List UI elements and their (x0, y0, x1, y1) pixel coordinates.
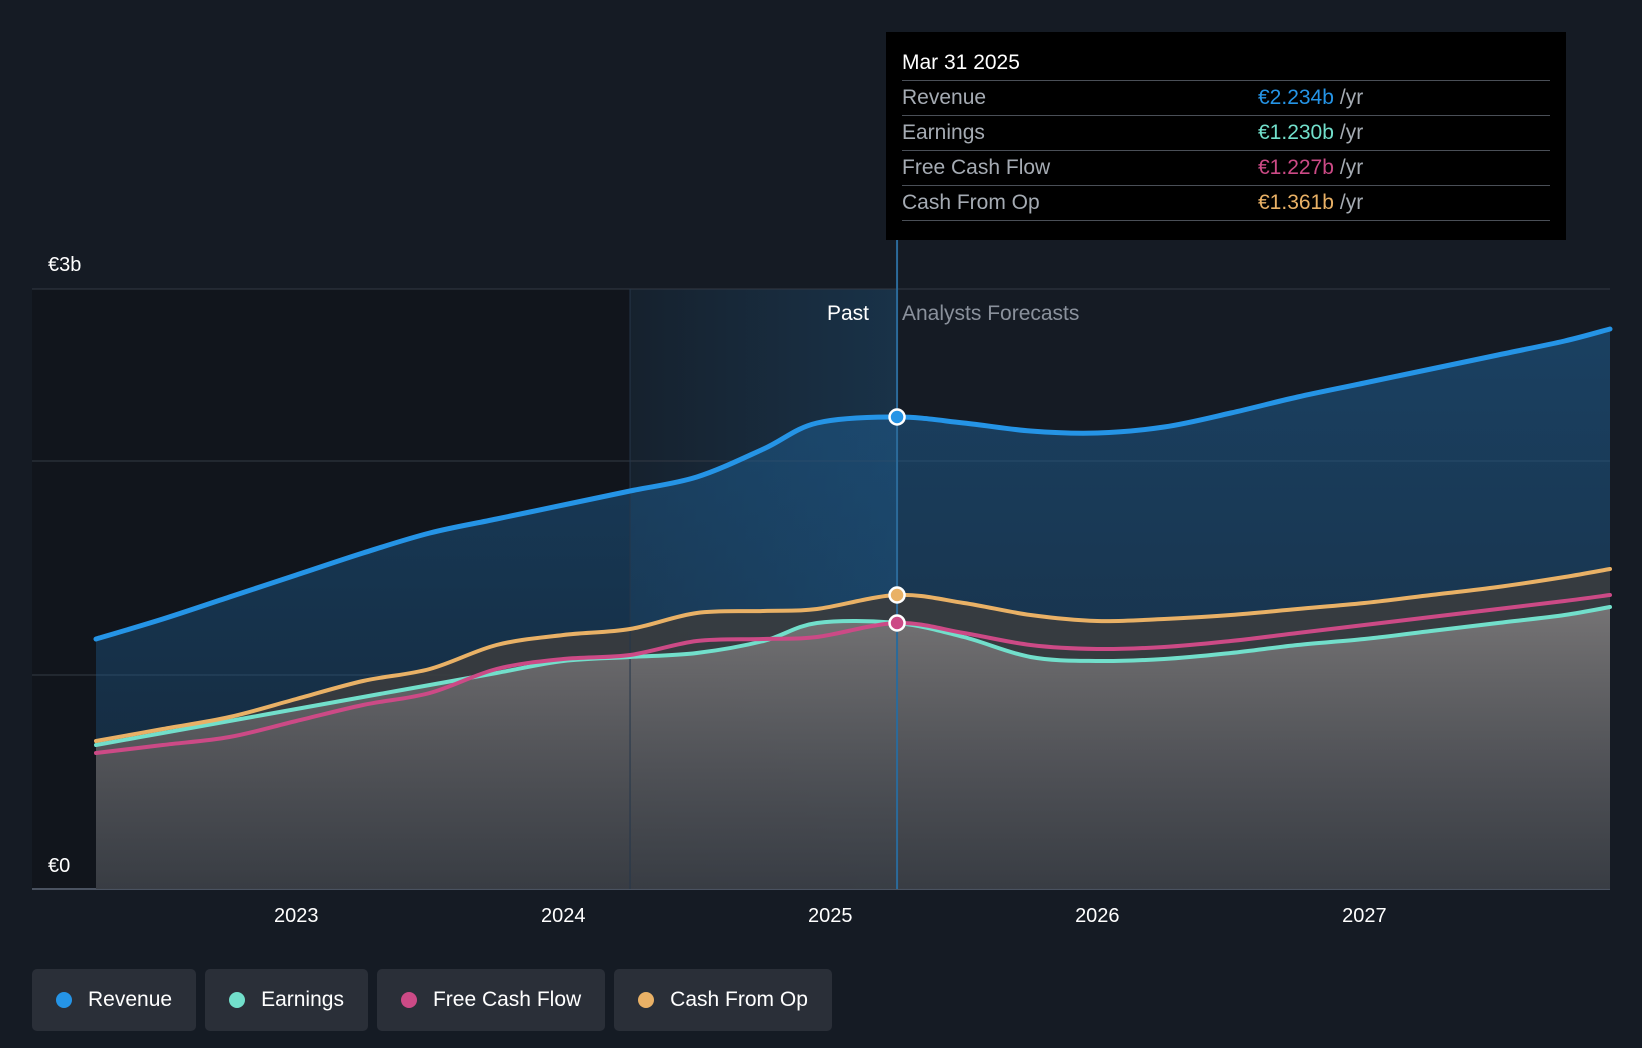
revenue-marker[interactable] (888, 408, 906, 426)
y-axis-label-bottom: €0 (48, 855, 70, 877)
tooltip-value: €1.230b (1258, 121, 1334, 144)
forecast-label: Analysts Forecasts (902, 302, 1079, 325)
x-tick-label: 2024 (541, 905, 586, 927)
x-tick-label: 2027 (1342, 905, 1387, 927)
series-lines (93, 326, 1613, 755)
tooltip-label: Revenue (902, 86, 987, 109)
earnings-line (94, 605, 1612, 747)
y-axis-label-top: €3b (48, 254, 81, 276)
tooltip-value: €2.234b (1258, 86, 1334, 109)
x-tick-label: 2023 (274, 905, 319, 927)
tooltip-unit: /yr (1339, 156, 1364, 179)
past-label: Past (827, 302, 869, 325)
free-cash-flow-line (94, 593, 1612, 755)
tooltip-unit: /yr (1339, 121, 1364, 144)
cash-from-op-line (94, 567, 1612, 743)
x-tick-label: 2026 (1075, 905, 1120, 927)
legend-item-cash-from-op[interactable]: Cash From Op (614, 969, 832, 1031)
cash-from-op-dot-icon (638, 992, 655, 1008)
legend-label: Revenue (88, 988, 173, 1011)
free-cash-flow-marker[interactable] (888, 614, 906, 632)
tooltip-row-revenue: Revenue €2.234b /yr (902, 81, 1550, 116)
earnings-dot-icon (229, 992, 246, 1008)
x-tick-label: 2025 (808, 905, 853, 927)
cash-from-op-marker[interactable] (888, 586, 906, 604)
legend-item-revenue[interactable]: Revenue (32, 969, 197, 1031)
highlight-markers (888, 408, 906, 632)
tooltip-row-earnings: Earnings €1.230b /yr (902, 116, 1550, 151)
x-axis-ticks: 2023 2024 2025 2026 2027 (274, 905, 1387, 927)
legend-label: Cash From Op (670, 988, 808, 1011)
tooltip-date: Mar 31 2025 (902, 46, 1550, 81)
revenue-dot-icon (56, 992, 72, 1008)
legend-item-free-cash-flow[interactable]: Free Cash Flow (376, 969, 606, 1031)
tooltip-unit: /yr (1339, 191, 1364, 214)
tooltip-label: Free Cash Flow (902, 156, 1051, 179)
tooltip-row-cash-from-op: Cash From Op €1.361b /yr (902, 186, 1550, 221)
tooltip: Mar 31 2025 Revenue €2.234b /yr Earnings… (886, 32, 1566, 240)
free-cash-flow-dot-icon (400, 992, 417, 1008)
tooltip-unit: /yr (1339, 86, 1364, 109)
legend-item-earnings[interactable]: Earnings (205, 969, 368, 1031)
tooltip-label: Earnings (902, 121, 985, 144)
legend: Revenue Earnings Free Cash Flow Cash Fro… (32, 969, 832, 1031)
legend-label: Free Cash Flow (432, 988, 582, 1011)
tooltip-value: €1.227b (1258, 156, 1334, 179)
revenue-line (93, 326, 1613, 642)
tooltip-value: €1.361b (1258, 191, 1334, 214)
tooltip-label: Cash From Op (902, 191, 1040, 214)
tooltip-row-free-cash-flow: Free Cash Flow €1.227b /yr (902, 151, 1550, 186)
legend-label: Earnings (261, 988, 344, 1011)
